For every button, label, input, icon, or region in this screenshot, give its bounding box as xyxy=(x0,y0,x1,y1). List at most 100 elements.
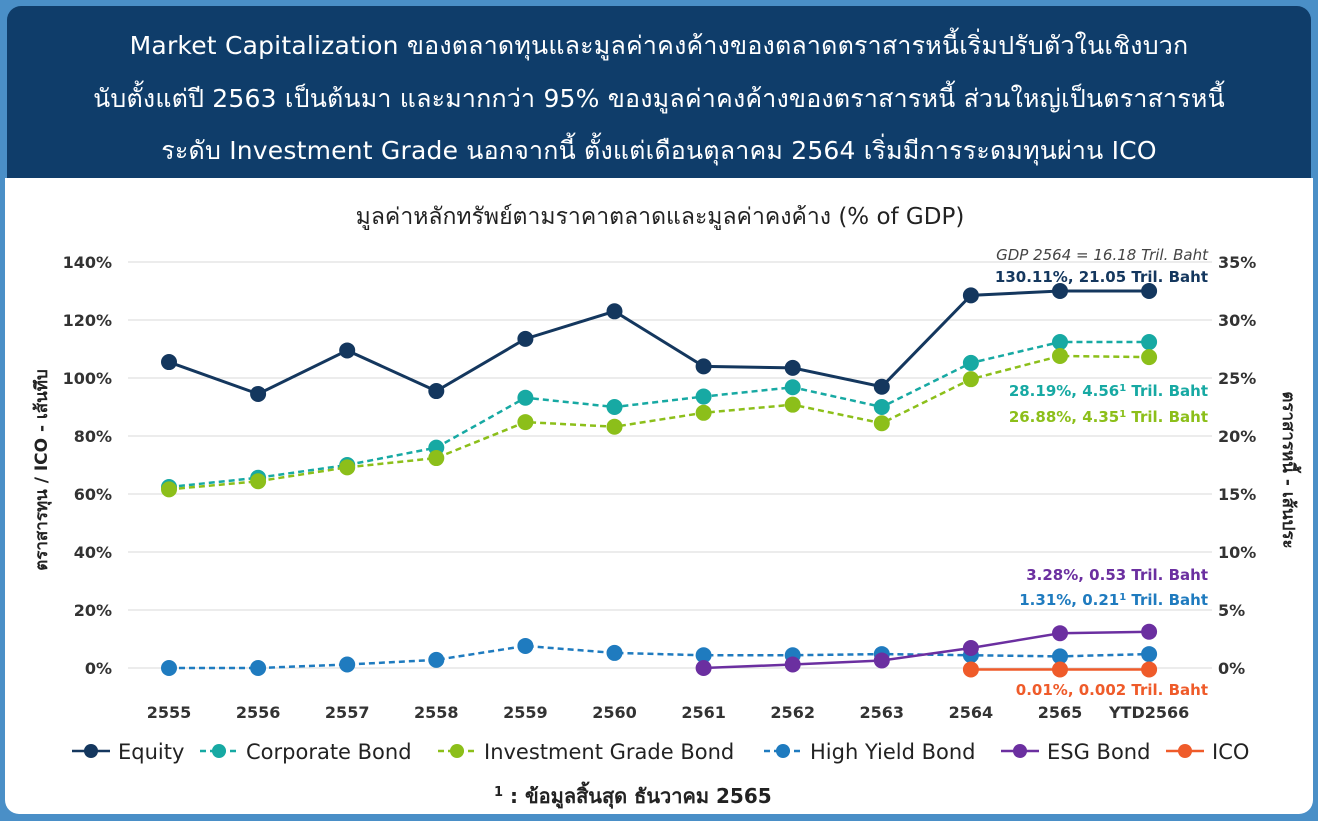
investment-grade-bond-point xyxy=(428,450,445,467)
corporate-bond-point xyxy=(517,389,534,406)
investment-grade-bond-point xyxy=(1052,347,1068,364)
corporate-bond-line xyxy=(168,340,1150,489)
equity-point xyxy=(962,287,979,304)
equity-point xyxy=(339,342,356,359)
y-right-axis-title: ตราสารหนี้ - เส้นประ xyxy=(1278,391,1302,548)
headline-banner: Market Capitalization ของตลาดทุนและมูลค่… xyxy=(7,6,1311,178)
esg-bond-point xyxy=(1052,625,1068,642)
high-yield-bond-point xyxy=(606,644,623,661)
equity-point xyxy=(873,378,890,395)
esg-bond-point xyxy=(873,652,890,669)
series-annotation: 130.11%, 21.05 Tril. Baht xyxy=(995,268,1208,286)
high-yield-bond-point xyxy=(1141,646,1158,663)
gdp-note: GDP 2564 = 16.18 Tril. Baht xyxy=(996,246,1209,264)
y-left-tick-label: 60% xyxy=(74,485,112,504)
investment-grade-bond-point xyxy=(250,473,267,490)
esg-bond-line xyxy=(703,630,1150,670)
investment-grade-bond-point xyxy=(695,404,712,421)
high-yield-bond-point xyxy=(1052,648,1068,665)
high-yield-bond-point xyxy=(695,647,712,664)
headline-line-2: นับตั้งแต่ปี 2563 เป็นต้นมา และมากกว่า 9… xyxy=(93,84,1225,113)
esg-bond-point xyxy=(1141,623,1158,640)
investment-grade-bond-point xyxy=(784,396,801,413)
legend-investment-grade-bond-label: Investment Grade Bond xyxy=(484,740,734,764)
esg-bond-point xyxy=(784,656,801,673)
investment-grade-bond-point xyxy=(339,459,356,476)
y-left-tick-label: 120% xyxy=(63,311,112,330)
investment-grade-bond-point xyxy=(606,418,623,435)
legend-equity-marker xyxy=(84,744,98,758)
high-yield-bond-point xyxy=(517,637,534,654)
investment-grade-bond-point xyxy=(962,371,979,388)
corporate-bond-point xyxy=(606,399,623,415)
chart-panel xyxy=(5,178,1313,814)
esg-bond-point xyxy=(695,660,712,676)
equity-point xyxy=(606,303,623,320)
equity-point xyxy=(1052,283,1068,299)
equity-point xyxy=(695,358,712,375)
series-annotation: 3.28%, 0.53 Tril. Baht xyxy=(1026,566,1208,584)
high-yield-bond-point xyxy=(250,660,267,676)
investment-grade-bond-point xyxy=(517,414,534,431)
legend-corporate-bond-marker xyxy=(212,744,226,758)
high-yield-bond-point xyxy=(161,660,177,676)
series-annotation: 26.88%, 4.351 Tril. Baht xyxy=(1009,408,1208,426)
legend-high-yield-bond-label: High Yield Bond xyxy=(810,740,976,764)
ico-point xyxy=(1052,661,1068,678)
y-right-tick-label: 0% xyxy=(1218,659,1245,678)
x-tick-label: 2562 xyxy=(770,703,815,722)
footnote: 1 : ข้อมูลสิ้นสุด ธันวาคม 2565 xyxy=(494,781,772,810)
equity-point xyxy=(161,354,177,371)
corporate-bond-point xyxy=(784,379,801,396)
ico-point xyxy=(1141,661,1158,678)
x-tick-label: 2564 xyxy=(949,703,994,722)
ico-point xyxy=(962,661,979,678)
investment-grade-bond-point xyxy=(1141,349,1158,366)
y-left-tick-label: 20% xyxy=(74,601,112,620)
equity-point xyxy=(250,385,267,402)
y-left-tick-label: 100% xyxy=(63,369,112,388)
y-right-tick-label: 5% xyxy=(1218,601,1245,620)
x-tick-label: 2561 xyxy=(681,703,726,722)
chart-title: มูลค่าหลักทรัพย์ตามราคาตลาดและมูลค่าคงค้… xyxy=(356,203,965,230)
corporate-bond-point xyxy=(1141,334,1158,351)
y-right-tick-label: 20% xyxy=(1218,427,1256,446)
equity-point xyxy=(517,330,534,347)
y-left-tick-label: 80% xyxy=(74,427,112,446)
equity-point xyxy=(784,359,801,376)
headline-line-3: ระดับ Investment Grade นอกจากนี้ ตั้งแต่… xyxy=(161,136,1157,165)
esg-bond-point xyxy=(962,639,979,656)
corporate-bond-point xyxy=(873,399,890,415)
corporate-bond-point xyxy=(962,354,979,371)
high-yield-bond-line xyxy=(169,644,1150,670)
x-tick-label: 2565 xyxy=(1038,703,1083,722)
x-tick-label: 2556 xyxy=(236,703,281,722)
legend-investment-grade-bond-marker xyxy=(450,744,464,758)
equity-line xyxy=(168,289,1150,396)
y-right-tick-label: 15% xyxy=(1218,485,1256,504)
corporate-bond-point xyxy=(695,388,712,405)
y-left-axis-title: ตราสารทุน / ICO - เส้นทึบ xyxy=(32,369,52,571)
x-tick-label: 2555 xyxy=(147,703,192,722)
y-left-tick-label: 40% xyxy=(74,543,112,562)
equity-point xyxy=(1141,283,1158,299)
y-right-tick-label: 10% xyxy=(1218,543,1256,562)
y-right-tick-label: 35% xyxy=(1218,253,1256,272)
investment-grade-bond-point xyxy=(873,415,890,432)
corporate-bond-point xyxy=(1052,334,1068,351)
y-left-tick-label: 0% xyxy=(85,659,112,678)
series-annotation: 28.19%, 4.561 Tril. Baht xyxy=(1009,382,1208,400)
legend-ico-label: ICO xyxy=(1212,740,1249,764)
series-annotation: 1.31%, 0.211 Tril. Baht xyxy=(1019,591,1208,609)
x-tick-label: 2560 xyxy=(592,703,637,722)
legend-ico-marker xyxy=(1178,744,1192,758)
y-left-tick-label: 140% xyxy=(63,253,112,272)
x-tick-label: 2563 xyxy=(860,703,905,722)
x-tick-label: 2558 xyxy=(414,703,459,722)
legend-esg-bond-marker xyxy=(1013,744,1027,758)
x-tick-label: 2559 xyxy=(503,703,548,722)
equity-point xyxy=(428,383,445,400)
x-tick-label: 2557 xyxy=(325,703,370,722)
investment-grade-bond-line xyxy=(168,354,1150,491)
